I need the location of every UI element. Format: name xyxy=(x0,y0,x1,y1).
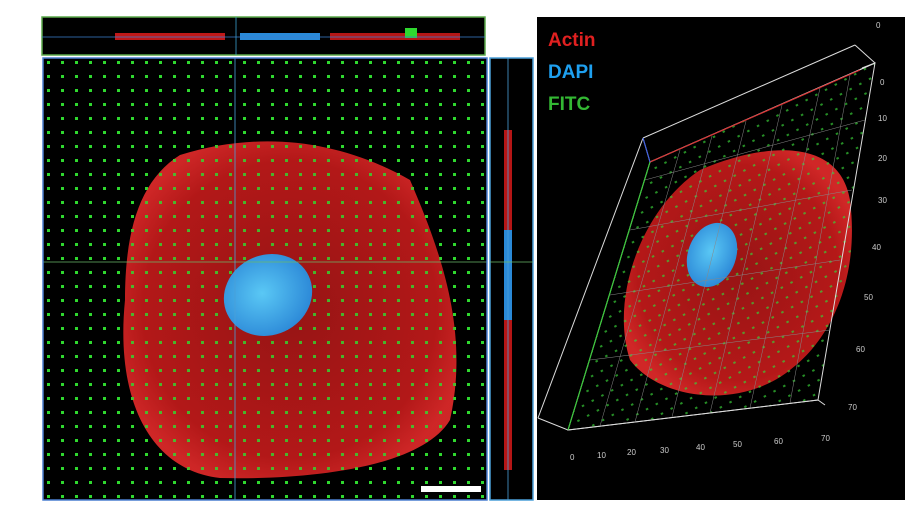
render-3d xyxy=(537,17,905,500)
x-tick-label: 20 xyxy=(627,448,636,457)
legend-actin: Actin xyxy=(548,30,596,51)
legend-dapi: DAPI xyxy=(548,62,593,83)
x-tick-label: 30 xyxy=(660,446,669,455)
x-tick-label: 70 xyxy=(821,434,830,443)
x-tick-label: 60 xyxy=(774,437,783,446)
depth-tick-label: 50 xyxy=(864,293,873,302)
depth-tick-label: 40 xyxy=(872,243,881,252)
depth-tick-label: 10 xyxy=(878,114,887,123)
x-tick-label: 0 xyxy=(570,453,575,462)
yz-projection xyxy=(489,57,534,501)
xz-projection xyxy=(41,16,486,56)
depth-tick-label: 20 xyxy=(878,154,887,163)
depth-tick-label: 60 xyxy=(856,345,865,354)
x-tick-label: 10 xyxy=(597,451,606,460)
x-tick-label: 50 xyxy=(733,440,742,449)
depth-tick-label: 0 xyxy=(876,21,881,30)
x-tick-label: 40 xyxy=(696,443,705,452)
depth-tick-label: 30 xyxy=(878,196,887,205)
depth-tick-label: 70 xyxy=(848,403,857,412)
xy-image xyxy=(42,57,488,501)
depth-tick-label: 0 xyxy=(880,78,885,87)
scale-bar xyxy=(421,486,481,492)
legend-fitc: FITC xyxy=(548,94,590,115)
